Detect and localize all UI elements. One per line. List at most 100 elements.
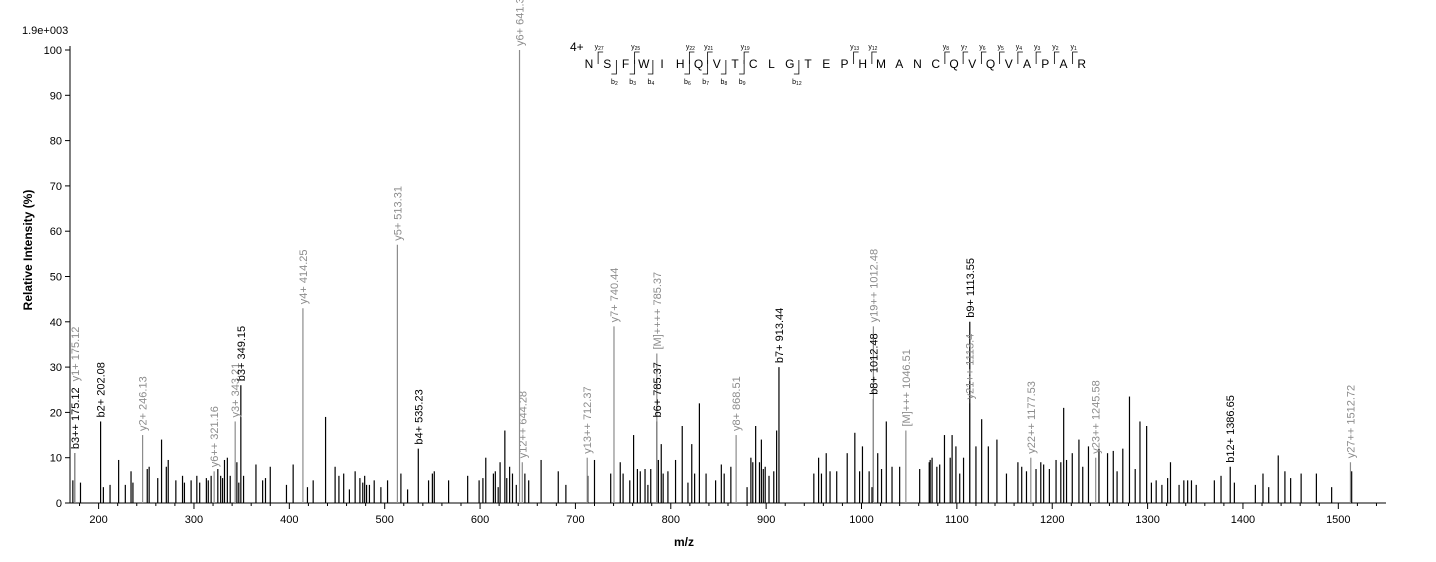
sequence-residue: H (676, 57, 685, 71)
y-ion-bracket (1035, 51, 1042, 64)
y-ion-bracket (853, 51, 859, 64)
sequence-residue: V (968, 57, 976, 71)
y-ion-label: y1 (1070, 44, 1077, 52)
y-ion-bracket (980, 51, 987, 64)
x-tick-label: 600 (471, 514, 489, 526)
y-ion-label: y7 (961, 44, 968, 52)
y-ion-bracket (944, 51, 950, 64)
b-ion-bracket (739, 60, 745, 75)
x-tick-label: 300 (185, 514, 203, 526)
sequence-residue: C (749, 57, 758, 71)
sequence-residue: A (1059, 57, 1067, 71)
y-ion-label: y5 (997, 44, 1004, 52)
sequence-residue: Q (949, 57, 958, 71)
sequence-residue: V (713, 57, 721, 71)
y-ion-label: y27 (595, 44, 604, 52)
x-tick-label: 400 (280, 514, 298, 526)
b-ion-bracket (720, 60, 727, 75)
x-tick-label: 1500 (1326, 514, 1350, 526)
b-ion-bracket (793, 60, 800, 75)
y-ion-bracket (999, 51, 1005, 64)
sequence-residue: P (1041, 57, 1049, 71)
b-ion-bracket (684, 60, 690, 75)
peak-label: y7+ 740.44 (609, 268, 621, 323)
peak-label: [M]+++ 1046.51 (901, 349, 913, 426)
sequence-residue: V (1005, 57, 1013, 71)
x-tick-label: 1000 (849, 514, 873, 526)
sequence-residue: H (858, 57, 867, 71)
sequence-residue: E (822, 57, 830, 71)
y-tick-label: 30 (50, 362, 62, 374)
b-ion-label: b2 (611, 79, 618, 87)
sequence-residue: N (585, 57, 594, 71)
sequence-residue: A (895, 57, 903, 71)
peak-label: b4+ 535.23 (413, 389, 425, 444)
x-tick-label: 1200 (1040, 514, 1064, 526)
sequence-residue: C (931, 57, 940, 71)
peak-label: b3+ 349.15 (236, 326, 248, 381)
peak-bars (72, 50, 1353, 503)
sequence-residue: I (660, 57, 663, 71)
peak-label: y19++ 1012.48 (868, 249, 880, 322)
peak-label: y23++ 1245.58 (1091, 380, 1103, 453)
x-tick-label: 700 (566, 514, 584, 526)
peak-label: y3+ 343.21 (230, 363, 242, 418)
peak-label: y6+ 641.38 (515, 0, 527, 46)
y-ion-bracket (962, 51, 969, 64)
peak-label: y12++ 644.28 (517, 391, 529, 458)
sequence-residue: Q (694, 57, 703, 71)
y-tick-label: 20 (50, 407, 62, 419)
peak-label: b9+ 1113.55 (965, 258, 977, 318)
peak-label: b2+ 202.08 (96, 362, 108, 417)
axes: 0 10 20 30 40 50 60 70 80 90 100 200 300 400 500 600 700… (44, 45, 1386, 526)
y-tick-label: 10 (50, 453, 62, 465)
sequence-residue: P (840, 57, 848, 71)
y-ion-label: y2 (1052, 44, 1059, 52)
b-ion-bracket (611, 60, 617, 75)
b-ion-bracket (647, 60, 654, 75)
y-ion-label: y12 (868, 44, 877, 52)
b-ion-label: b7 (702, 79, 709, 87)
peak-label: y6++ 321.16 (209, 406, 221, 467)
peak-label: y21++ 1113.4 (965, 334, 977, 400)
x-tick-label: 800 (662, 514, 680, 526)
y-ion-label: y19 (741, 44, 750, 52)
b-ion-label: b3 (629, 79, 636, 87)
y-ion-label: y25 (631, 44, 640, 52)
peak-label: b12+ 1386.65 (1225, 395, 1237, 463)
x-tick-label: 1400 (1231, 514, 1255, 526)
peak-label: b3++ 175.12 (70, 387, 82, 449)
sequence-residue: M (876, 57, 886, 71)
y-ion-label: y4 (1016, 44, 1023, 52)
sequence-residue: A (1023, 57, 1031, 71)
peak-label: y8+ 868.51 (731, 376, 743, 431)
x-tick-label: 200 (89, 514, 107, 526)
peak-label: y27++ 1512.72 (1345, 385, 1357, 458)
peak-label: b7+ 913.44 (774, 308, 786, 363)
y-tick-label: 50 (50, 272, 62, 284)
y-tick-label: 90 (50, 90, 62, 102)
y-ion-label: y8 (943, 44, 950, 52)
peak-label: y5+ 513.31 (392, 186, 404, 241)
peak-label: y1+ 175.12 (70, 327, 82, 382)
y-tick-label: 80 (50, 136, 62, 148)
b-ion-bracket (629, 60, 636, 75)
y-ion-label: y21 (704, 44, 713, 52)
sequence-residue: Q (986, 57, 995, 71)
sequence-residue: T (804, 57, 812, 71)
y-ion-bracket (871, 51, 877, 64)
precursor-charge: 4+ (570, 40, 584, 54)
x-tick-label: 500 (376, 514, 394, 526)
intensity-scale-label: 1.9e+003 (22, 25, 68, 37)
x-tick-label: 1100 (945, 514, 969, 526)
y-ion-label: y22 (686, 44, 695, 52)
peak-label: y2+ 246.13 (138, 376, 150, 431)
y-ion-bracket (1017, 51, 1023, 64)
peak-labels: b3++ 175.12 y1+ 175.12 b2+ 202.08 y2+ 246.1… (70, 0, 1358, 467)
peak-label: y22++ 1177.53 (1026, 381, 1038, 454)
y-ion-label: y13 (850, 44, 859, 52)
sequence-residue: W (638, 57, 650, 71)
b-ion-label: b4 (648, 79, 655, 87)
peak-label: b8+ 1012.48 (868, 333, 880, 394)
